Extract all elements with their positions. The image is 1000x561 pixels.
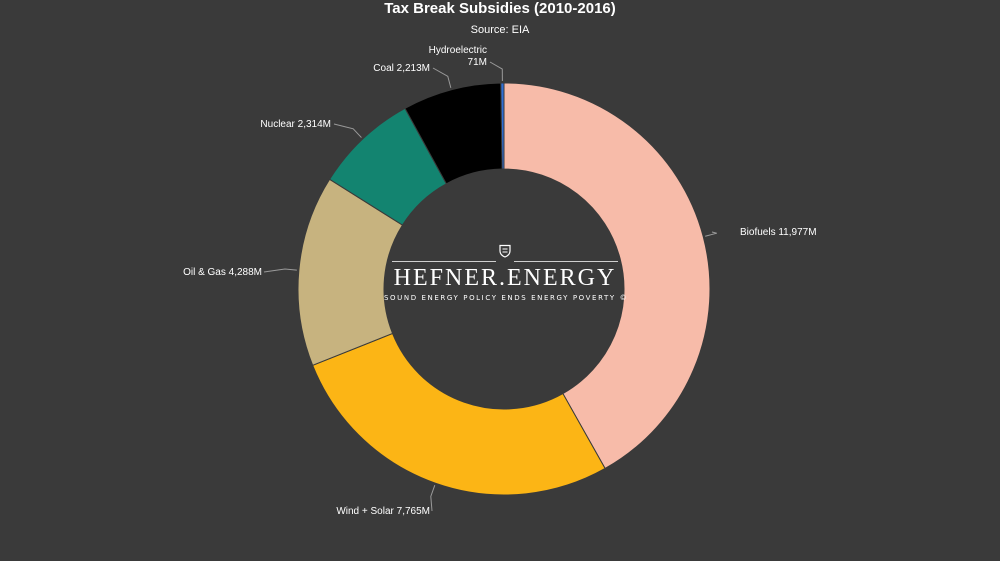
label-biofuels: Biofuels 11,977M	[740, 227, 817, 238]
leader-coal	[432, 67, 452, 89]
labels-group: Biofuels 11,977M Wind + Solar 7,765M Oil &…	[183, 45, 816, 517]
watermark-name: HEFNER.ENERGY	[393, 265, 617, 291]
label-oil-gas: Oil & Gas 4,288M	[183, 267, 262, 278]
slice-biofuels[interactable]	[503, 82, 711, 470]
chart-title: Tax Break Subsidies (2010-2016)	[384, 0, 616, 17]
chart-subtitle: Source: EIA	[470, 24, 530, 36]
leader-oil-gas	[263, 268, 297, 273]
slice-wind-solar[interactable]	[312, 332, 606, 496]
label-hydroelectric: Hydroelectric 71M	[429, 45, 487, 68]
label-coal: Coal 2,213M	[373, 63, 430, 74]
label-nuclear: Nuclear 2,314M	[260, 119, 331, 130]
leader-wind-solar	[430, 484, 436, 512]
leader-biofuels	[705, 231, 717, 237]
label-wind-solar: Wind + Solar 7,765M	[336, 506, 430, 517]
slice-hydroelectric[interactable]	[500, 82, 505, 170]
watermark-rule	[384, 256, 626, 268]
watermark: HEFNER.ENERGY SOUND ENERGY POLICY ENDS E…	[384, 244, 629, 302]
slices-group	[297, 82, 711, 496]
watermark-tagline: SOUND ENERGY POLICY ENDS ENERGY POVERTY …	[384, 294, 629, 302]
leader-nuclear	[333, 123, 362, 138]
leader-hydroelectric	[489, 61, 503, 82]
shield-logo-icon	[499, 244, 511, 258]
